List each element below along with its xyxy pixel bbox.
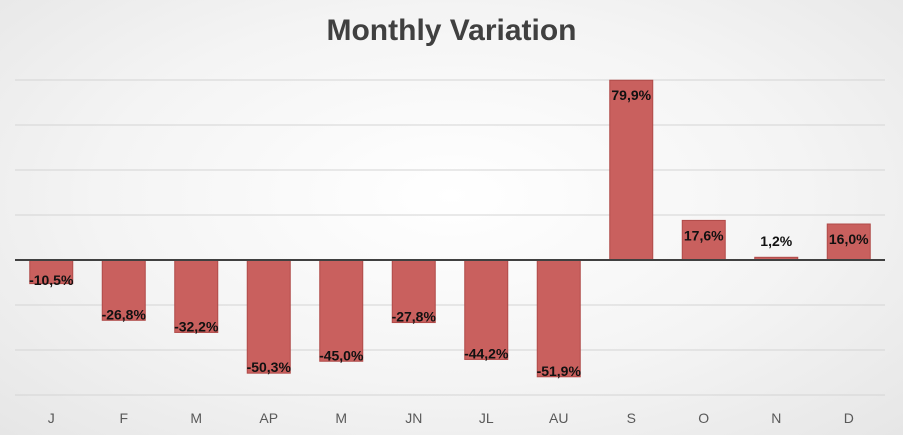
- data-label: 16,0%: [829, 231, 869, 247]
- x-tick-label: S: [627, 410, 636, 426]
- chart-title: Monthly Variation: [326, 14, 577, 47]
- x-tick-label: AP: [259, 410, 278, 426]
- data-label: 17,6%: [684, 227, 724, 243]
- x-tick-labels: J F M AP M JN JL AU S O N D: [48, 410, 854, 426]
- bar-jl-6: [464, 259, 509, 360]
- axes: [15, 259, 885, 396]
- data-label: -10,5%: [29, 272, 74, 288]
- x-tick-label: M: [335, 410, 347, 426]
- data-label: -50,3%: [247, 359, 292, 375]
- data-label: 1,2%: [760, 233, 792, 249]
- x-tick-label: J: [48, 410, 55, 426]
- x-tick-label: F: [119, 410, 128, 426]
- data-label: -26,8%: [102, 306, 147, 322]
- data-label: -44,2%: [464, 345, 509, 361]
- bar-d-11: [826, 223, 871, 261]
- bar-au-7: [536, 259, 581, 378]
- bar-jn-5: [391, 259, 436, 324]
- gridlines: [15, 79, 885, 396]
- data-label: -27,8%: [392, 309, 437, 325]
- bar-o-9: [681, 219, 726, 261]
- bar-ap-3: [246, 259, 291, 374]
- x-tick-label: N: [771, 410, 781, 426]
- x-tick-label: O: [698, 410, 709, 426]
- x-tick-label: JL: [479, 410, 494, 426]
- data-labels: -10,5% -26,8% -32,2% -50,3% -45,0% -27,8% -44,…: [29, 87, 869, 379]
- bar-s-8: [609, 79, 654, 261]
- bar-m-2: [174, 259, 219, 333]
- data-label: -51,9%: [537, 363, 582, 379]
- x-tick-label: M: [190, 410, 202, 426]
- bar-m-4: [319, 259, 364, 362]
- data-label: 79,9%: [611, 87, 651, 103]
- data-label: -32,2%: [174, 318, 219, 334]
- data-label: -45,0%: [319, 347, 364, 363]
- bars: [29, 79, 871, 378]
- x-tick-label: D: [844, 410, 854, 426]
- x-tick-label: AU: [549, 410, 568, 426]
- x-tick-label: JN: [405, 410, 422, 426]
- bar-f-1: [101, 259, 146, 321]
